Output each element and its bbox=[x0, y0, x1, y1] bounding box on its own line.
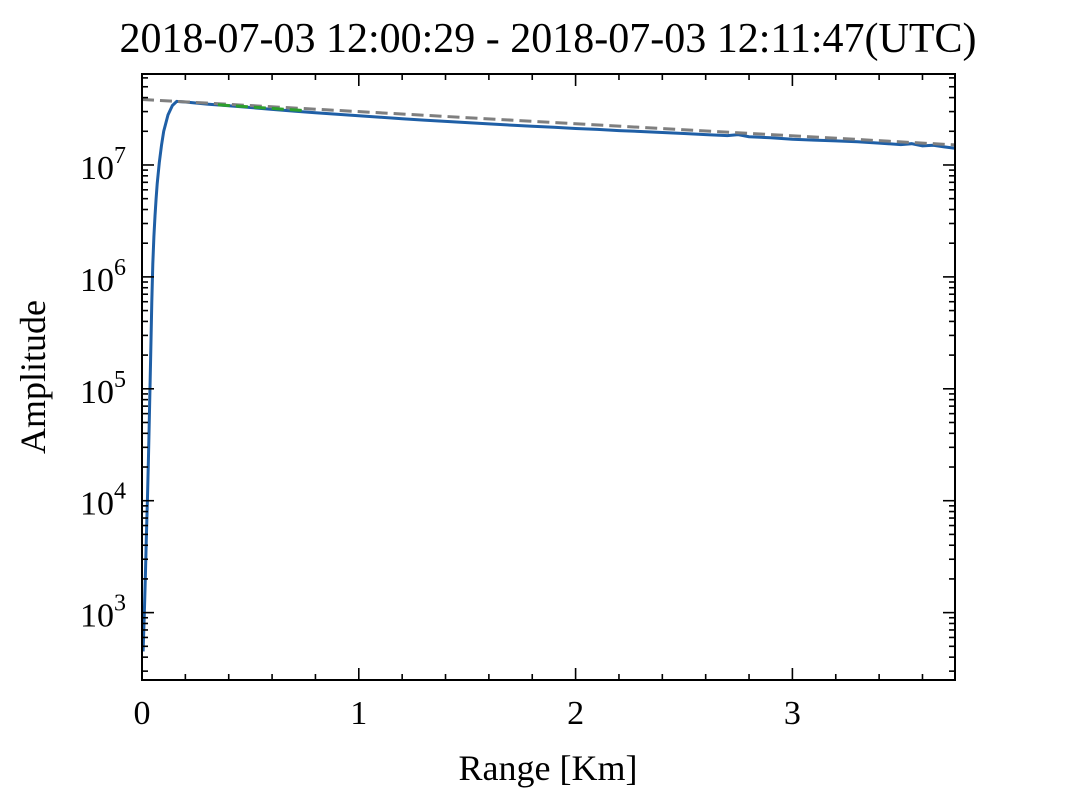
x-tick-label: 0 bbox=[134, 695, 151, 732]
y-tick-label: 105 bbox=[80, 367, 126, 411]
series-line-2 bbox=[142, 98, 955, 147]
y-tick-label: 103 bbox=[80, 591, 126, 635]
plot-content bbox=[142, 98, 955, 652]
x-tick-label: 3 bbox=[784, 695, 801, 732]
y-tick-label: 107 bbox=[80, 143, 126, 187]
y-tick-label: 106 bbox=[80, 255, 126, 299]
y-axis-label: Amplitude bbox=[13, 300, 53, 454]
axis-ticks bbox=[141, 74, 955, 680]
x-tick-label: 2 bbox=[567, 695, 584, 732]
series-line-3 bbox=[217, 103, 305, 113]
x-axis-label: Range [Km] bbox=[459, 748, 638, 788]
y-tick-label: 104 bbox=[80, 479, 126, 523]
chart-title: 2018-07-03 12:00:29 - 2018-07-03 12:11:4… bbox=[119, 16, 976, 62]
plot-frame bbox=[141, 73, 956, 681]
tick-labels: 0 1 2 3 103 104 105 106 107 bbox=[80, 143, 801, 732]
series-line-1 bbox=[142, 99, 955, 652]
x-tick-label: 1 bbox=[350, 695, 367, 732]
